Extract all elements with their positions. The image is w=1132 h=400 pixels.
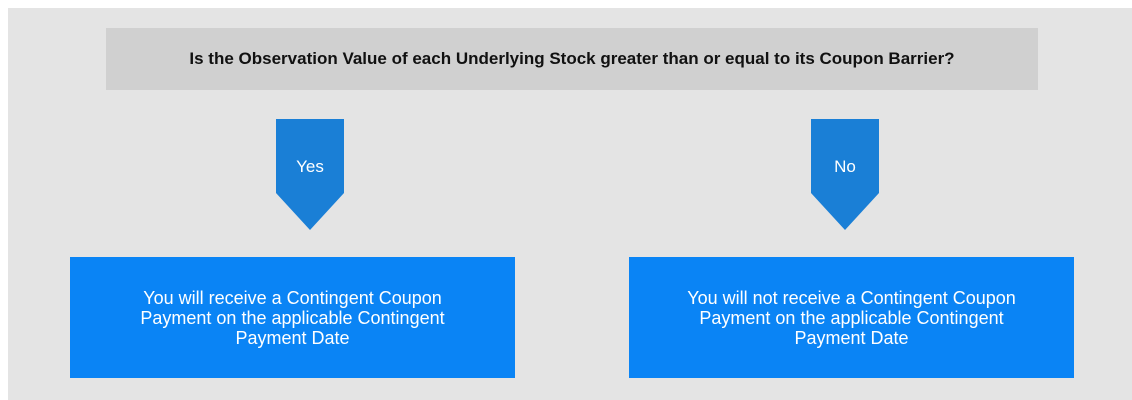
branch-label: Yes	[296, 157, 324, 176]
panel: Is the Observation Value of each Underly…	[8, 8, 1132, 400]
outcome-box: You will receive a Contingent Coupon Pay…	[70, 257, 515, 378]
yes-arrow: Yes	[276, 119, 344, 230]
question-box: Is the Observation Value of each Underly…	[106, 28, 1038, 90]
outcome-box: You will not receive a Contingent Coupon…	[629, 257, 1074, 378]
no-arrow: No	[811, 119, 879, 230]
arrow-shape	[276, 119, 344, 230]
branch-label: No	[834, 157, 856, 176]
arrow-shape	[811, 119, 879, 230]
